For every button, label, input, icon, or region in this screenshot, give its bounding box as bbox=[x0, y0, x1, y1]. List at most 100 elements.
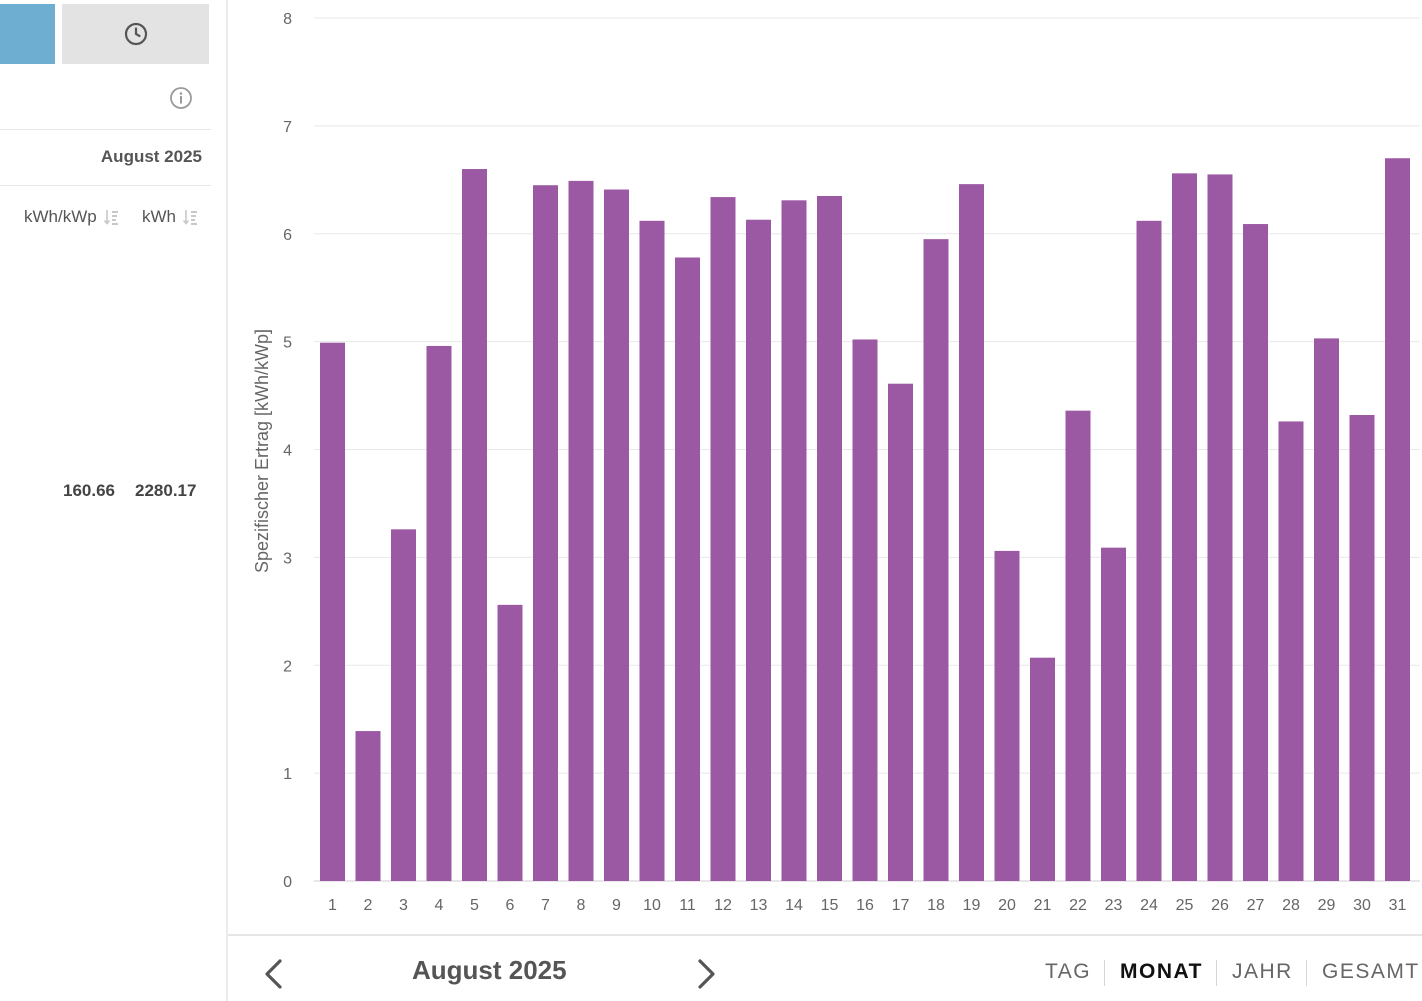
x-tick-label: 11 bbox=[679, 897, 696, 914]
bar bbox=[923, 239, 949, 882]
x-tick-label: 17 bbox=[892, 897, 910, 914]
divider bbox=[0, 185, 211, 186]
bar bbox=[320, 342, 345, 881]
x-tick-label: 9 bbox=[612, 897, 621, 914]
divider bbox=[0, 129, 211, 130]
x-tick-label: 23 bbox=[1105, 897, 1123, 914]
tab-monat[interactable]: MONAT bbox=[1120, 960, 1203, 983]
sort-energy[interactable]: kWh bbox=[142, 207, 198, 227]
y-axis-label: Spezifischer Ertrag [kWh/kWp] bbox=[252, 329, 272, 573]
x-tick-label: 21 bbox=[1034, 897, 1052, 914]
y-tick-label: 6 bbox=[283, 227, 292, 244]
bar bbox=[1349, 414, 1375, 881]
x-tick-label: 14 bbox=[785, 897, 803, 914]
bar bbox=[497, 604, 523, 881]
y-tick-labels: 0 1 2 3 4 5 6 7 8 bbox=[283, 11, 292, 891]
x-tick-label: 25 bbox=[1176, 897, 1194, 914]
x-tick-label: 31 bbox=[1389, 897, 1407, 914]
x-tick-label: 24 bbox=[1140, 897, 1158, 914]
tab-gesamt[interactable]: GESAMT bbox=[1322, 960, 1420, 983]
x-tick-label: 12 bbox=[714, 897, 732, 914]
next-period-button[interactable] bbox=[688, 955, 724, 993]
bar bbox=[994, 550, 1020, 881]
clock-icon bbox=[124, 22, 147, 46]
x-tick-label: 2 bbox=[364, 897, 373, 914]
tab-jahr[interactable]: JAHR bbox=[1232, 960, 1293, 983]
bar bbox=[1101, 547, 1126, 881]
x-tick-label: 8 bbox=[577, 897, 586, 914]
x-tick-label: 3 bbox=[399, 897, 408, 914]
y-tick-label: 8 bbox=[283, 11, 292, 28]
x-tick-labels: 1 2 3 4 5 6 7 8 9 10 11 12 13 14 15 16 17 18 19 20 21 22 23 24 2… bbox=[328, 897, 1406, 914]
sidebar: August 2025 kWh/kWp kWh 160.66 2280.17 bbox=[0, 0, 226, 1001]
x-tick-label: 5 bbox=[470, 897, 479, 914]
y-tick-label: 1 bbox=[283, 766, 292, 783]
tab-separator bbox=[1306, 960, 1307, 986]
x-tick-label: 7 bbox=[541, 897, 550, 914]
bar bbox=[959, 184, 984, 881]
bar bbox=[710, 197, 736, 881]
bar bbox=[391, 529, 416, 881]
bar bbox=[1030, 657, 1055, 881]
y-tick-label: 0 bbox=[283, 874, 292, 891]
x-tick-label: 26 bbox=[1211, 897, 1229, 914]
x-tick-label: 10 bbox=[643, 897, 661, 914]
info-icon[interactable] bbox=[169, 86, 193, 110]
total-energy: 2280.17 bbox=[135, 481, 197, 500]
sort-specific-yield[interactable]: kWh/kWp bbox=[24, 207, 119, 227]
x-tick-label: 15 bbox=[821, 897, 839, 914]
x-tick-label: 20 bbox=[998, 897, 1016, 914]
bar bbox=[355, 731, 381, 881]
bar bbox=[817, 195, 842, 881]
bar bbox=[639, 220, 665, 881]
period-label: August 2025 bbox=[100, 147, 202, 166]
y-tick-label: 2 bbox=[283, 658, 292, 675]
x-tick-label: 29 bbox=[1318, 897, 1336, 914]
view-toggle-button[interactable] bbox=[0, 4, 55, 64]
previous-period-button[interactable] bbox=[256, 955, 292, 993]
x-tick-label: 19 bbox=[963, 897, 981, 914]
footer-divider bbox=[228, 934, 1422, 936]
x-tick-label: 16 bbox=[856, 897, 874, 914]
tab-tag[interactable]: TAG bbox=[1045, 960, 1092, 983]
bar bbox=[675, 257, 700, 881]
bar bbox=[568, 180, 594, 882]
bar bbox=[746, 219, 771, 881]
bar bbox=[533, 185, 558, 882]
column-header-energy: kWh bbox=[142, 207, 176, 226]
x-tick-label: 27 bbox=[1247, 897, 1265, 914]
x-tick-label: 1 bbox=[328, 897, 337, 914]
bar bbox=[852, 339, 878, 881]
bar bbox=[1065, 410, 1091, 881]
bar bbox=[1207, 174, 1233, 881]
y-tick-label: 3 bbox=[283, 550, 292, 567]
y-tick-label: 7 bbox=[283, 119, 292, 136]
y-tick-label: 4 bbox=[283, 443, 292, 460]
tab-separator bbox=[1104, 960, 1105, 986]
x-tick-label: 13 bbox=[750, 897, 768, 914]
history-button[interactable] bbox=[62, 4, 209, 64]
bar bbox=[1385, 158, 1410, 882]
footer-period-title: August 2025 bbox=[412, 955, 567, 985]
bar bbox=[1314, 338, 1339, 881]
column-header-specific: kWh/kWp bbox=[24, 207, 97, 226]
x-tick-label: 22 bbox=[1069, 897, 1087, 914]
bar bbox=[1278, 421, 1304, 881]
x-tick-label: 6 bbox=[506, 897, 515, 914]
sort-icon bbox=[103, 210, 118, 225]
bar bbox=[781, 200, 807, 882]
x-tick-label: 30 bbox=[1353, 897, 1371, 914]
bar bbox=[426, 345, 452, 881]
bar bbox=[462, 169, 487, 881]
bar bbox=[1243, 224, 1268, 881]
bar bbox=[1136, 220, 1162, 881]
sort-icon bbox=[182, 210, 197, 225]
tab-separator bbox=[1216, 960, 1217, 986]
bar bbox=[1172, 173, 1197, 882]
bar bbox=[888, 383, 913, 881]
y-tick-label: 5 bbox=[283, 335, 292, 352]
x-tick-label: 28 bbox=[1282, 897, 1300, 914]
chart-bars bbox=[320, 158, 1410, 882]
x-tick-label: 18 bbox=[927, 897, 945, 914]
